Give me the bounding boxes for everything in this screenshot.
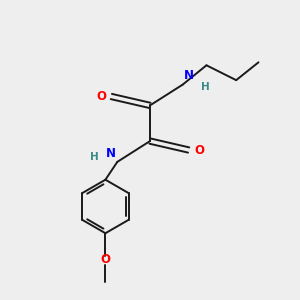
Text: O: O [96, 90, 106, 103]
Text: N: N [184, 69, 194, 82]
Text: H: H [90, 152, 99, 162]
Text: O: O [194, 143, 204, 157]
Text: N: N [106, 146, 116, 160]
Text: H: H [201, 82, 210, 92]
Text: O: O [100, 254, 110, 266]
